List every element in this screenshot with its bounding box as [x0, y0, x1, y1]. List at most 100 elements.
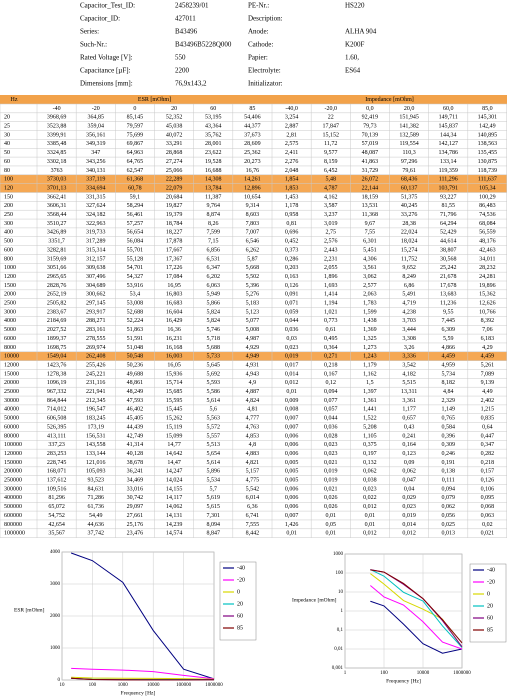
- cell-value: 145,837: [439, 124, 459, 130]
- cell-value: 105,34: [479, 185, 496, 191]
- cell-value: 49,688: [127, 371, 144, 377]
- x-tick-label: 1000000: [453, 671, 471, 676]
- cell-value: 75,699: [127, 132, 144, 138]
- cell-value: 16,003: [166, 354, 183, 360]
- cell-value: 17,678: [440, 283, 457, 289]
- cell-value: 0,02: [482, 522, 493, 528]
- cell-value: 42,463: [479, 247, 496, 253]
- cell-value: 15,445: [166, 407, 183, 413]
- cell-value: 288,271: [86, 318, 106, 324]
- cell-value: 8,392: [481, 318, 495, 324]
- info-value: 2458239/01: [175, 2, 209, 10]
- highlight-row: [0, 351, 507, 361]
- row-frequency: 500: [4, 239, 13, 245]
- cell-value: 15,362: [479, 292, 496, 298]
- cell-value: 0,022: [363, 495, 377, 501]
- cell-value: 19,379: [166, 212, 183, 218]
- cell-value: 1,453: [285, 194, 299, 200]
- cell-value: 0,126: [285, 283, 299, 289]
- header-row: [0, 95, 507, 104]
- temp-header: 20,0: [404, 106, 415, 112]
- cell-value: 54,406: [244, 115, 261, 121]
- cell-value: 0,163: [285, 274, 299, 280]
- cell-value: 196,547: [86, 407, 106, 413]
- cell-value: 0,023: [324, 442, 338, 448]
- cell-value: 714,012: [47, 407, 67, 413]
- cell-value: 28,609: [244, 141, 261, 147]
- cell-value: 413,111: [47, 433, 66, 439]
- info-label: Initializator:: [248, 80, 283, 88]
- row-frequency: 40: [4, 141, 10, 147]
- y-tick-label: 1000: [333, 552, 344, 557]
- cell-value: 64,294: [440, 221, 457, 227]
- cell-value: 7,15: [208, 239, 219, 245]
- cell-value: 0,019: [402, 513, 416, 519]
- cell-value: 228,745: [47, 460, 67, 466]
- cell-value: 0,062: [363, 469, 377, 475]
- cell-value: 86,483: [479, 203, 496, 209]
- cell-value: 0,023: [402, 504, 416, 510]
- cell-value: 3159,69: [47, 256, 67, 262]
- cell-value: 9,314: [246, 203, 260, 209]
- cell-value: 347: [91, 150, 100, 156]
- row-frequency: 80000: [4, 433, 19, 439]
- cell-value: 0,068: [481, 504, 495, 510]
- cell-value: 109,516: [47, 486, 67, 492]
- cell-value: 38,678: [127, 460, 144, 466]
- cell-value: 4,162: [324, 194, 338, 200]
- cell-value: 4,929: [246, 345, 260, 351]
- cell-value: 255,426: [86, 362, 106, 368]
- cell-value: 2,81: [286, 132, 297, 138]
- cell-value: 64,765: [127, 159, 144, 165]
- legend-label: 85: [237, 625, 243, 631]
- cell-value: 337,119: [86, 177, 105, 183]
- cell-value: 54,752: [48, 513, 65, 519]
- cell-value: 41,863: [362, 159, 379, 165]
- cell-value: 5,157: [246, 469, 260, 475]
- cell-value: 3426,89: [47, 230, 67, 236]
- info-value: 1.60,: [345, 54, 359, 62]
- cell-value: 8,094: [207, 522, 221, 528]
- cell-value: 16,76: [246, 168, 260, 174]
- cell-value: 2383,67: [47, 309, 67, 315]
- cell-value: 526,395: [47, 424, 67, 430]
- cell-value: 2,575: [285, 141, 299, 147]
- row-frequency: 150000: [4, 460, 22, 466]
- cell-value: 9,577: [324, 150, 338, 156]
- cell-value: 0,012: [285, 380, 299, 386]
- cell-value: 6,063: [207, 283, 221, 289]
- info-value: 2200: [175, 67, 190, 75]
- cell-value: 5,746: [207, 327, 221, 333]
- cell-value: 5,59: [443, 336, 454, 342]
- cell-value: 52,688: [127, 309, 144, 315]
- cell-value: 1,522: [363, 416, 377, 422]
- cell-value: 0,059: [285, 309, 299, 315]
- cell-value: 121,016: [86, 460, 106, 466]
- info-value: 427011: [175, 15, 196, 23]
- cell-value: 14,261: [244, 177, 261, 183]
- cell-value: 1096,19: [47, 380, 67, 386]
- y-axis-label: ESR [mOhm]: [14, 607, 45, 613]
- cell-value: 2,576: [324, 239, 338, 245]
- cell-value: 5,48: [326, 177, 337, 183]
- cell-value: 5,502: [246, 274, 260, 280]
- cell-value: 0,203: [285, 265, 299, 271]
- info-value: ALHA 904: [345, 28, 377, 36]
- cell-value: 6,202: [207, 274, 221, 280]
- cell-value: 28,001: [205, 141, 222, 147]
- cell-value: 57,257: [127, 221, 144, 227]
- row-frequency: 250000: [4, 478, 22, 484]
- cell-value: 5,515: [402, 380, 416, 386]
- cell-value: 65,072: [48, 504, 65, 510]
- cell-value: 349,319: [86, 141, 106, 147]
- cell-value: 5,824: [207, 318, 221, 324]
- cell-value: 36,241: [127, 469, 144, 475]
- cell-value: 44,439: [127, 424, 144, 430]
- cell-value: 4,883: [246, 451, 260, 457]
- temp-header: 0,0: [366, 106, 374, 112]
- cell-value: 3399,91: [47, 132, 67, 138]
- cell-value: 144,34: [440, 132, 457, 138]
- cell-value: 0,04: [404, 486, 415, 492]
- y-tick-label: 0,01: [334, 647, 343, 652]
- cell-value: 1698,75: [47, 345, 67, 351]
